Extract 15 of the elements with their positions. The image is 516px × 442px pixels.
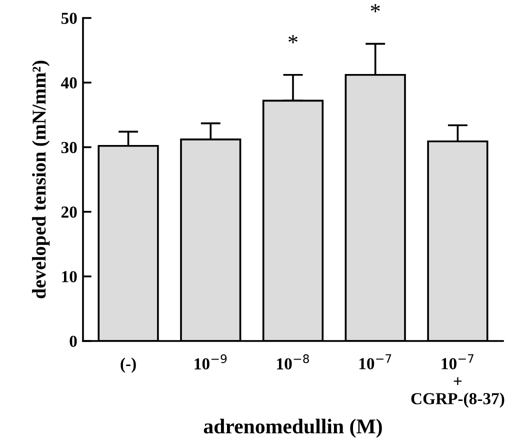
x-tick-label: 10$^{−9}$ [194, 354, 227, 370]
category-label: 10$^{−7}$ + CGRP-(8-37) [411, 354, 504, 408]
y-tick-label: 50 [61, 12, 77, 24]
x-tick-label: 10$^{−7}$ [359, 354, 392, 370]
y-tick-label: 0 [70, 336, 77, 347]
x-tick-label: 10$^{−8}$ [277, 354, 309, 370]
y-tick-label: 40 [61, 77, 77, 89]
annotation: * [288, 35, 298, 44]
x-axis-title: adrenomedullin (M) [204, 418, 382, 438]
y-tick-label: 20 [61, 206, 77, 218]
y-tick-label: 30 [61, 142, 77, 154]
y-tick-label: 10 [62, 271, 77, 282]
x-tick-label: (-) [120, 358, 136, 373]
y-axis-title: developed tension (mN/mm²) [32, 60, 50, 298]
annotation: * [370, 4, 380, 12]
